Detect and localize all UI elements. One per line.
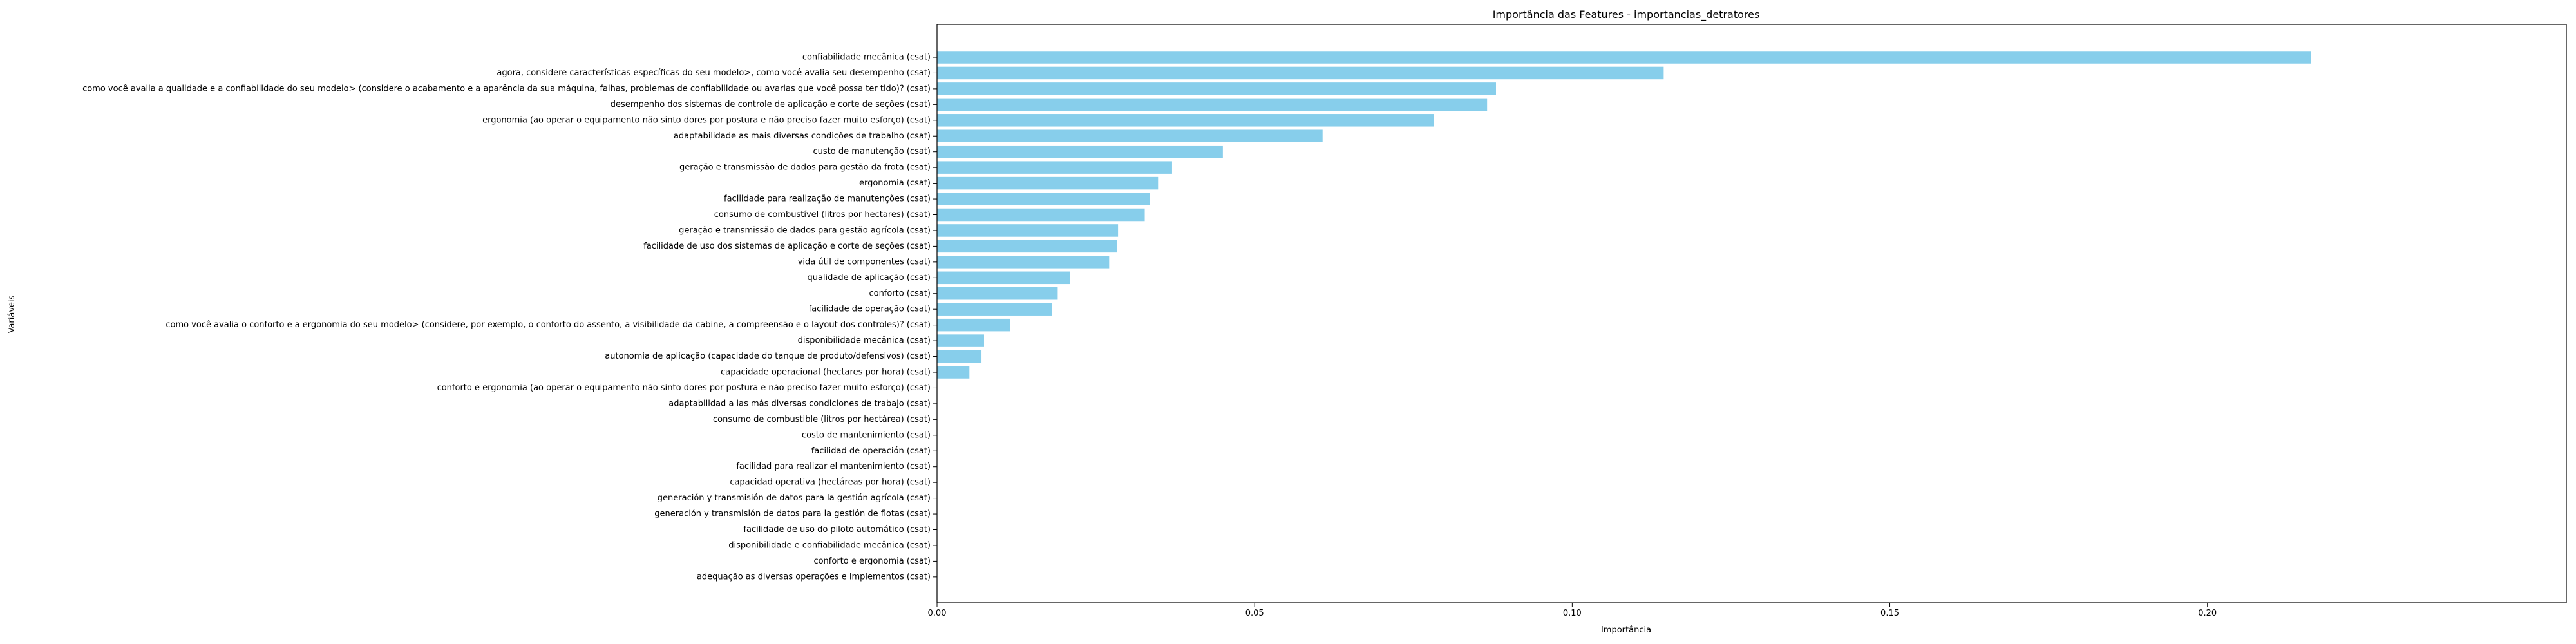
y-tick-label: qualidade de aplicação (csat) <box>807 273 931 283</box>
y-tick-label: ergonomia (csat) <box>859 178 931 188</box>
y-tick-label: autonomia de aplicação (capacidade do ta… <box>605 352 931 361</box>
bar <box>937 129 1323 142</box>
bar <box>937 51 2311 64</box>
bar <box>937 98 1488 111</box>
bar <box>937 240 1117 253</box>
bar <box>937 176 1159 190</box>
y-tick-label: costo de mantenimiento (csat) <box>802 430 931 440</box>
bar <box>937 350 982 363</box>
y-tick-label: facilidade para realização de manutençõe… <box>724 194 931 204</box>
y-tick-label: desempenho dos sistemas de controle de a… <box>611 100 931 109</box>
bar <box>937 303 1052 316</box>
bars-group <box>937 51 2311 379</box>
y-axis-label: Variáveis <box>7 295 17 333</box>
y-tick-label: facilidade de uso do piloto automático (… <box>743 525 931 535</box>
y-tick-label: facilidade de uso dos sistemas de aplica… <box>643 242 931 251</box>
y-tick-labels: confiabilidade mecânica (csat) agora, con… <box>82 53 937 582</box>
bar <box>937 287 1058 300</box>
x-ticks: 0.00 0.05 0.10 0.15 0.20 <box>928 603 2217 618</box>
y-tick-label: consumo de combustible (litros por hectá… <box>713 415 931 424</box>
bar <box>937 318 1010 332</box>
y-tick-label: ergonomia (ao operar o equipamento não s… <box>482 115 931 125</box>
y-tick-label: conforto e ergonomia (ao operar o equipa… <box>437 383 931 393</box>
bar <box>937 256 1110 269</box>
y-tick-label: consumo de combustível (litros por hecta… <box>714 210 931 220</box>
chart-title: Importância das Features - importancias_… <box>1493 8 1760 21</box>
plot-frame <box>936 24 2567 603</box>
bar <box>937 271 1070 285</box>
y-tick-label: confiabilidade mecânica (csat) <box>802 53 931 62</box>
bar <box>937 66 1664 80</box>
y-tick-label: como você avalia a qualidade e a confiab… <box>82 84 931 93</box>
y-tick-label: custo de manutenção (csat) <box>813 147 931 156</box>
y-tick-label: disponibilidade e confiabilidade mecânic… <box>728 540 931 550</box>
bar <box>937 366 970 379</box>
bar <box>937 145 1223 158</box>
y-tick-label: conforto (csat) <box>869 289 931 298</box>
y-tick-label: generación y transmisión de datos para l… <box>658 493 931 503</box>
y-tick-label: facilidad para realizar el mantenimiento… <box>736 462 931 471</box>
bar <box>937 193 1150 205</box>
y-tick-label: capacidad operativa (hectáreas por hora)… <box>730 478 931 488</box>
y-tick-label: adaptabilidade as mais diversas condiçõe… <box>674 131 931 141</box>
x-tick-label: 0.05 <box>1245 609 1264 618</box>
y-tick-label: vida útil de componentes (csat) <box>798 257 931 267</box>
bar <box>937 82 1496 95</box>
y-tick-label: facilidad de operación (csat) <box>811 446 931 456</box>
x-tick-label: 0.10 <box>1563 609 1582 618</box>
x-tick-label: 0.20 <box>2198 609 2217 618</box>
y-tick-label: conforto e ergonomia (csat) <box>813 556 931 566</box>
bar <box>937 114 1434 127</box>
x-tick-label: 0.15 <box>1880 609 1899 618</box>
y-tick-label: geração e transmissão de dados para gest… <box>679 163 931 173</box>
y-tick-label: facilidade de operação (csat) <box>809 305 931 314</box>
y-tick-label: generación y transmisión de datos para l… <box>654 509 931 519</box>
x-axis-label: Importância <box>1601 625 1651 635</box>
y-tick-label: disponibilidade mecânica (csat) <box>798 336 931 346</box>
bar <box>937 224 1119 237</box>
bar <box>937 161 1172 174</box>
bar <box>937 334 984 347</box>
y-tick-label: agora, considere características específ… <box>497 68 931 78</box>
y-tick-label: como você avalia o conforto e a ergonomi… <box>166 320 931 330</box>
y-tick-label: adaptabilidad a las más diversas condici… <box>668 399 931 408</box>
y-tick-label: capacidade operacional (hectares por hor… <box>721 368 931 377</box>
x-tick-label: 0.00 <box>928 609 947 618</box>
y-tick-label: adequação as diversas operações e implem… <box>697 572 931 582</box>
y-tick-label: geração e transmissão de dados para gest… <box>679 225 931 235</box>
bar <box>937 208 1145 222</box>
